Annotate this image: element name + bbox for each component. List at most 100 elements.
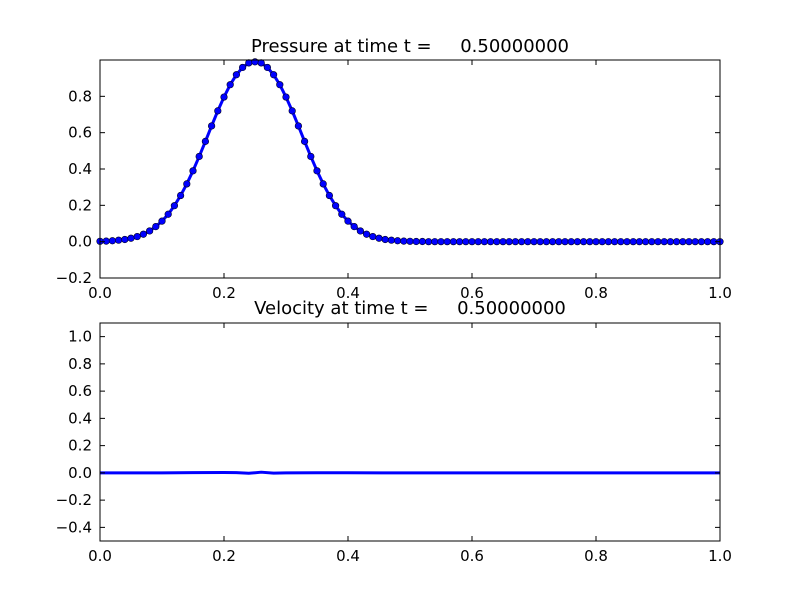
pressure-data-point [294, 122, 303, 130]
pressure-data-point [189, 167, 197, 175]
velocity-series-line [100, 470, 720, 475]
pressure-data-point [517, 238, 526, 246]
pressure-data-point [394, 237, 402, 245]
pressure-data-point [548, 238, 557, 246]
pressure-data-point [195, 152, 203, 161]
pressure-data-point [183, 180, 191, 188]
pressure-data-point [400, 237, 408, 245]
pressure-data-point [635, 238, 644, 246]
pressure-data-point [536, 238, 544, 246]
pressure-data-point [412, 237, 420, 246]
pressure-data-point [338, 210, 346, 218]
pressure-data-point [437, 238, 445, 246]
velocity-chart-marks [100, 470, 720, 475]
pressure-data-point [425, 238, 433, 246]
velocity-x-tick-label: 0.0 [88, 547, 112, 565]
pressure-data-point [598, 238, 606, 246]
pressure-data-point [152, 222, 160, 231]
pressure-data-point [146, 227, 154, 235]
pressure-data-point [456, 238, 464, 246]
pressure-data-point [214, 107, 222, 115]
velocity-y-tick-label: 1.0 [68, 328, 92, 346]
pressure-data-point [679, 238, 687, 246]
pressure-data-point [542, 238, 551, 246]
pressure-data-point [666, 238, 675, 246]
pressure-data-point [226, 81, 234, 89]
pressure-x-tick-label: 0.6 [460, 284, 484, 302]
pressure-data-point [220, 93, 228, 101]
pressure-data-point [511, 238, 520, 246]
pressure-data-point [301, 137, 309, 145]
pressure-data-point [270, 71, 278, 79]
pressure-y-tick-label: 0.8 [68, 87, 92, 105]
pressure-y-tick-label: −0.2 [56, 269, 92, 287]
velocity-y-tick-label: 0.8 [68, 355, 92, 373]
pressure-y-tick-label: 0.4 [68, 160, 92, 178]
pressure-data-point [102, 237, 110, 245]
velocity-y-tick-label: 0.2 [68, 437, 92, 455]
pressure-data-point [282, 93, 290, 101]
pressure-data-point [480, 238, 489, 246]
pressure-data-point [573, 238, 582, 246]
pressure-y-tick-label: 0.2 [68, 196, 92, 214]
pressure-data-point [530, 238, 538, 246]
pressure-data-point [232, 71, 240, 79]
pressure-data-point [610, 238, 619, 246]
pressure-data-point [381, 235, 389, 244]
pressure-data-point [108, 237, 116, 245]
pressure-data-point [524, 238, 532, 246]
pressure-data-point [462, 238, 470, 246]
pressure-data-point [468, 238, 476, 246]
pressure-data-point [604, 238, 613, 246]
pressure-data-point [139, 230, 147, 238]
pressure-data-point [307, 152, 315, 161]
pressure-data-point [660, 238, 668, 246]
velocity-chart-title: Velocity at time t = 0.50000000 [254, 298, 566, 319]
pressure-data-point [375, 234, 383, 242]
pressure-data-point [369, 232, 377, 241]
pressure-data-point [114, 236, 123, 244]
pressure-data-point [474, 238, 482, 246]
velocity-x-tick-label: 0.4 [336, 547, 360, 565]
pressure-data-point [579, 238, 588, 246]
pressure-data-point [449, 238, 458, 246]
pressure-data-point [170, 202, 178, 210]
pressure-y-tick-label: 0.6 [68, 124, 92, 142]
pressure-x-tick-label: 0.0 [88, 284, 112, 302]
velocity-x-tick-label: 0.2 [212, 547, 236, 565]
pressure-data-point [493, 238, 501, 246]
pressure-data-point [164, 210, 172, 218]
pressure-data-point [133, 232, 141, 241]
velocity-y-tick-label: −0.4 [56, 518, 92, 536]
velocity-y-tick-label: 0.6 [68, 382, 92, 400]
pressure-data-point [691, 238, 699, 246]
pressure-data-point [443, 238, 451, 246]
pressure-data-point [158, 217, 166, 225]
pressure-y-tick-label: 0.0 [68, 233, 92, 251]
pressure-x-tick-label: 1.0 [708, 284, 732, 302]
pressure-data-point [121, 235, 129, 244]
velocity-x-tick-label: 0.6 [460, 547, 484, 565]
pressure-data-point [177, 191, 185, 200]
pressure-data-point [239, 63, 247, 72]
pressure-data-point [127, 234, 135, 242]
velocity-y-tick-label: −0.2 [56, 491, 92, 509]
pressure-data-point [319, 180, 327, 188]
pressure-data-point [431, 238, 439, 246]
pressure-chart-ticks: 0.0 0.2 0.4 0.6 0.8 1.0−0.20.00.20.40.60.8 [56, 60, 732, 302]
velocity-y-tick-label: 0.4 [68, 409, 92, 427]
pressure-data-point [325, 191, 334, 200]
pressure-data-point [499, 238, 507, 246]
pressure-data-point [208, 122, 216, 130]
pressure-data-point [418, 237, 427, 246]
pressure-data-point [245, 59, 253, 67]
pressure-data-point [201, 137, 209, 145]
velocity-x-tick-label: 1.0 [708, 547, 732, 565]
velocity-plot-frame [99, 322, 721, 542]
pressure-data-point [344, 217, 352, 225]
pressure-chart-marks [96, 58, 724, 246]
velocity-chart-ticks: 0.0 0.2 0.4 0.6 0.8 1.0 −0.4 −0.2 0.0 0.2 0.4 0.6 0.… [56, 323, 732, 565]
pressure-data-point [685, 238, 693, 246]
pressure-data-point [654, 238, 662, 246]
